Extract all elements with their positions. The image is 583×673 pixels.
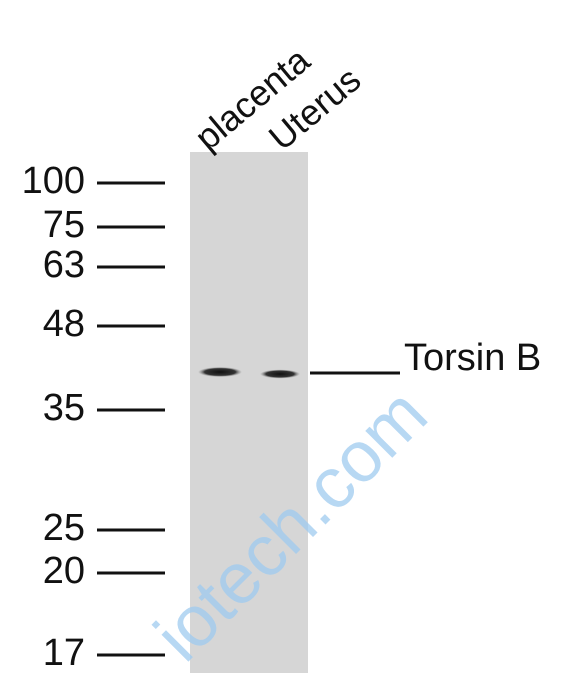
band-label: Torsin B [404, 337, 541, 379]
band [260, 370, 300, 379]
marker-label: 25 [43, 507, 85, 549]
marker-label: 75 [43, 204, 85, 246]
marker-label: 100 [22, 160, 85, 202]
marker-label: 17 [43, 632, 85, 673]
marker-label: 63 [43, 244, 85, 286]
marker-label: 20 [43, 550, 85, 592]
western-blot: placenta Uterus Torsin B iotech.com 1007… [0, 0, 583, 673]
marker-label: 35 [43, 387, 85, 429]
marker-label: 48 [43, 303, 85, 345]
band [198, 367, 242, 377]
